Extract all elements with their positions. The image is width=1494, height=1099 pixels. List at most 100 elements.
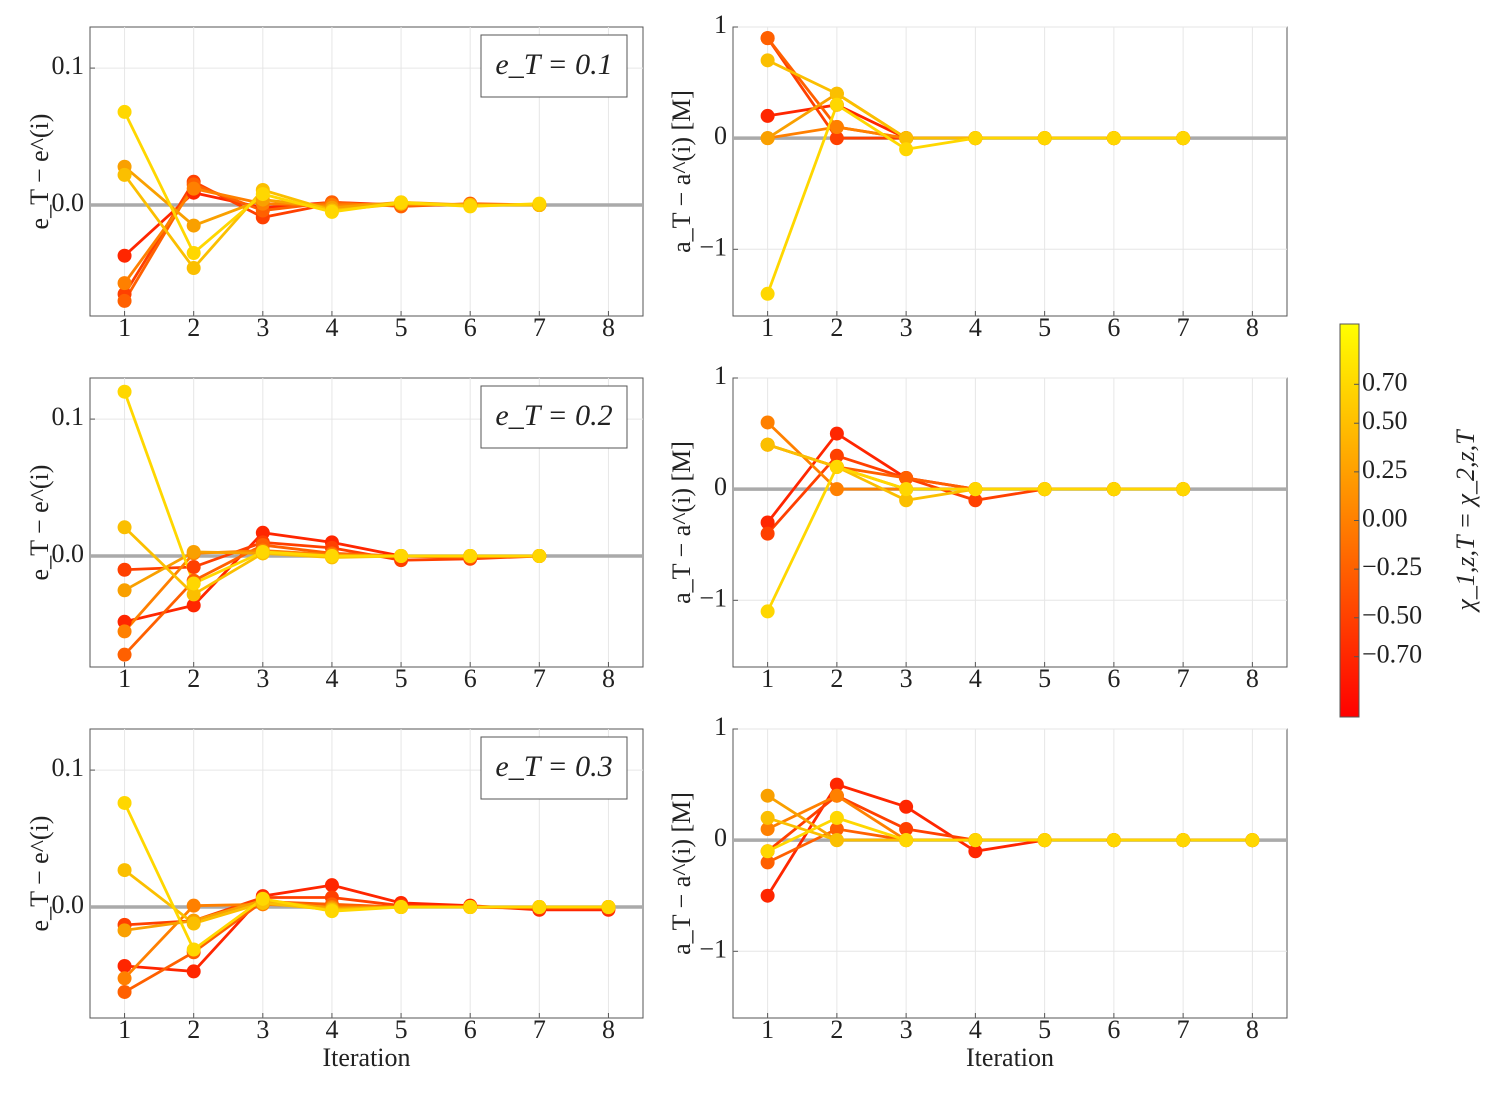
x-tick-label: 2 [187, 664, 200, 693]
colorbar-tick-label: −0.50 [1362, 601, 1422, 630]
data-point [968, 844, 983, 859]
data-point [760, 822, 775, 837]
y-axis-label: e_T − e^(i) [25, 114, 54, 230]
data-point [117, 583, 132, 598]
colorbar-tick-label: −0.25 [1362, 552, 1422, 581]
data-point [1106, 482, 1121, 497]
y-tick-label: 1 [714, 10, 727, 39]
data-point [532, 196, 547, 211]
data-point [186, 598, 201, 613]
x-tick-label: 3 [900, 313, 913, 342]
data-point [968, 482, 983, 497]
data-point [394, 549, 409, 564]
data-point [829, 426, 844, 441]
data-point [117, 520, 132, 535]
data-point [532, 549, 547, 564]
panel: 1 2 3 4 5 6 7 8 −1 0 1 a_T − a^(i) [M] [667, 10, 1288, 342]
x-tick-label: 7 [533, 313, 546, 342]
data-point [463, 549, 478, 564]
data-point [829, 120, 844, 135]
data-point [1037, 482, 1052, 497]
x-tick-label: 8 [1246, 313, 1259, 342]
data-point [463, 199, 478, 214]
data-point [760, 53, 775, 68]
panel: 1 2 3 4 5 6 7 8 −1 0 1 a_T − a^(i) [M] Iteration [667, 712, 1288, 1072]
y-axis-label: a_T − a^(i) [M] [667, 90, 696, 253]
panel: 1 2 3 4 5 6 7 8 0.0 0.1 e_T − e^(i) e_T = 0.2 [25, 377, 644, 693]
data-point [760, 888, 775, 903]
data-point [829, 448, 844, 463]
x-tick-label: 3 [256, 313, 269, 342]
data-point [760, 437, 775, 452]
data-point [186, 181, 201, 196]
data-point [829, 810, 844, 825]
y-tick-label: 0 [714, 472, 727, 501]
annotation: e_T = 0.1 [495, 48, 612, 81]
x-tick-label: 6 [1107, 313, 1120, 342]
data-point [968, 493, 983, 508]
data-point [117, 167, 132, 182]
data-point [899, 493, 914, 508]
x-tick-label: 4 [325, 313, 338, 342]
data-point [186, 898, 201, 913]
y-tick-label: 1 [714, 712, 727, 741]
data-point [1176, 131, 1191, 146]
x-tick-label: 8 [602, 1015, 615, 1044]
data-point [324, 878, 339, 893]
data-point [760, 844, 775, 859]
y-tick-label: −1 [699, 934, 727, 963]
y-axis-label: a_T − a^(i) [M] [667, 792, 696, 955]
x-tick-label: 5 [395, 664, 408, 693]
data-point [829, 833, 844, 848]
colorbar-tick-label: 0.00 [1362, 503, 1408, 532]
x-tick-label: 4 [969, 1015, 982, 1044]
x-tick-label: 5 [1038, 1015, 1051, 1044]
data-point [829, 777, 844, 792]
data-point [186, 261, 201, 276]
data-point [899, 131, 914, 146]
data-point [186, 544, 201, 559]
annotation-box [480, 736, 628, 800]
annotation-box [480, 34, 628, 98]
y-axis-label: a_T − a^(i) [M] [667, 441, 696, 604]
data-point [117, 293, 132, 308]
colorbar-label: χ_1,z,T = χ_2,z,T [1451, 429, 1480, 614]
x-axis-label: Iteration [322, 1043, 410, 1072]
data-point [829, 459, 844, 474]
data-point [117, 614, 132, 629]
data-point [1037, 833, 1052, 848]
data-point [899, 471, 914, 486]
x-tick-label: 2 [187, 313, 200, 342]
annotation: e_T = 0.3 [495, 750, 612, 783]
x-tick-label: 1 [118, 664, 131, 693]
x-tick-label: 1 [761, 313, 774, 342]
x-tick-label: 1 [118, 1015, 131, 1044]
y-tick-label: 1 [714, 361, 727, 390]
y-axis-label: e_T − e^(i) [25, 465, 54, 581]
x-tick-label: 5 [395, 1015, 408, 1044]
data-point [829, 86, 844, 101]
data-point [117, 795, 132, 810]
data-point [117, 984, 132, 999]
data-point [760, 604, 775, 619]
data-point [117, 624, 132, 639]
series-line [767, 816, 1253, 853]
data-point [760, 788, 775, 803]
y-tick-label: 0.1 [52, 402, 85, 431]
plot-area [732, 26, 1288, 317]
x-tick-label: 7 [533, 664, 546, 693]
panel: 1 2 3 4 5 6 7 8 0.0 0.1 e_T − e^(i) e_T = 0.1 [25, 26, 644, 342]
x-tick-label: 1 [761, 664, 774, 693]
x-tick-label: 7 [533, 1015, 546, 1044]
x-tick-label: 8 [602, 664, 615, 693]
data-point [117, 562, 132, 577]
data-point [324, 904, 339, 919]
data-point [255, 891, 270, 906]
data-point [829, 822, 844, 837]
x-axis-label: Iteration [966, 1043, 1054, 1072]
x-tick-label: 2 [830, 664, 843, 693]
x-tick-label: 4 [325, 664, 338, 693]
data-point [760, 515, 775, 530]
data-point [829, 131, 844, 146]
